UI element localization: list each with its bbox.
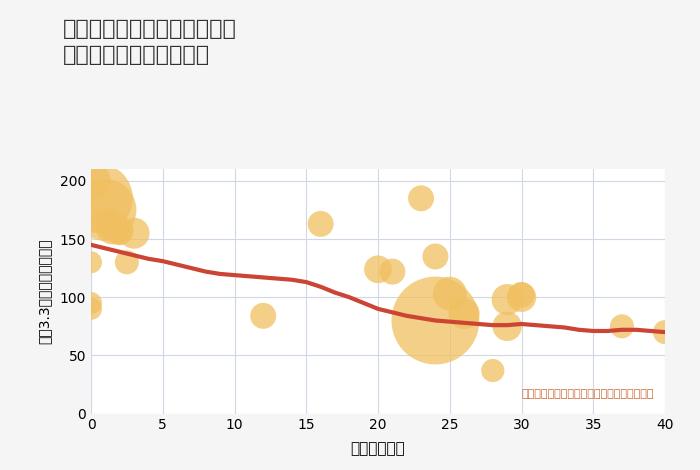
Point bbox=[85, 299, 97, 307]
Point bbox=[85, 305, 97, 313]
Point bbox=[85, 258, 97, 266]
Text: 兵庫県西宮市上ヶ原六番町の
築年数別中古戸建て価格: 兵庫県西宮市上ヶ原六番町の 築年数別中古戸建て価格 bbox=[63, 19, 237, 65]
Point bbox=[458, 310, 470, 317]
Point bbox=[315, 220, 326, 227]
X-axis label: 築年数（年）: 築年数（年） bbox=[351, 441, 405, 456]
Point bbox=[114, 229, 125, 237]
Point bbox=[99, 206, 111, 214]
Point bbox=[129, 229, 140, 237]
Point bbox=[416, 195, 427, 202]
Point bbox=[386, 268, 398, 275]
Point bbox=[99, 218, 111, 225]
Point bbox=[444, 290, 456, 298]
Point bbox=[258, 312, 269, 320]
Point bbox=[430, 317, 441, 324]
Point bbox=[107, 226, 118, 234]
Point bbox=[430, 253, 441, 260]
Point bbox=[487, 367, 498, 374]
Point bbox=[121, 258, 132, 266]
Point bbox=[114, 227, 125, 235]
Point bbox=[617, 322, 628, 330]
Point bbox=[85, 177, 97, 185]
Point bbox=[659, 329, 671, 336]
Point bbox=[516, 293, 527, 301]
Point bbox=[501, 322, 512, 330]
Point bbox=[107, 224, 118, 231]
Point bbox=[92, 195, 104, 202]
Point bbox=[501, 296, 512, 303]
Point bbox=[372, 266, 384, 273]
Y-axis label: 坪（3.3㎡）単価（万円）: 坪（3.3㎡）単価（万円） bbox=[37, 239, 51, 344]
Text: 円の大きさは、取引のあった物件面積を示す: 円の大きさは、取引のあった物件面積を示す bbox=[521, 389, 654, 399]
Point bbox=[516, 291, 527, 298]
